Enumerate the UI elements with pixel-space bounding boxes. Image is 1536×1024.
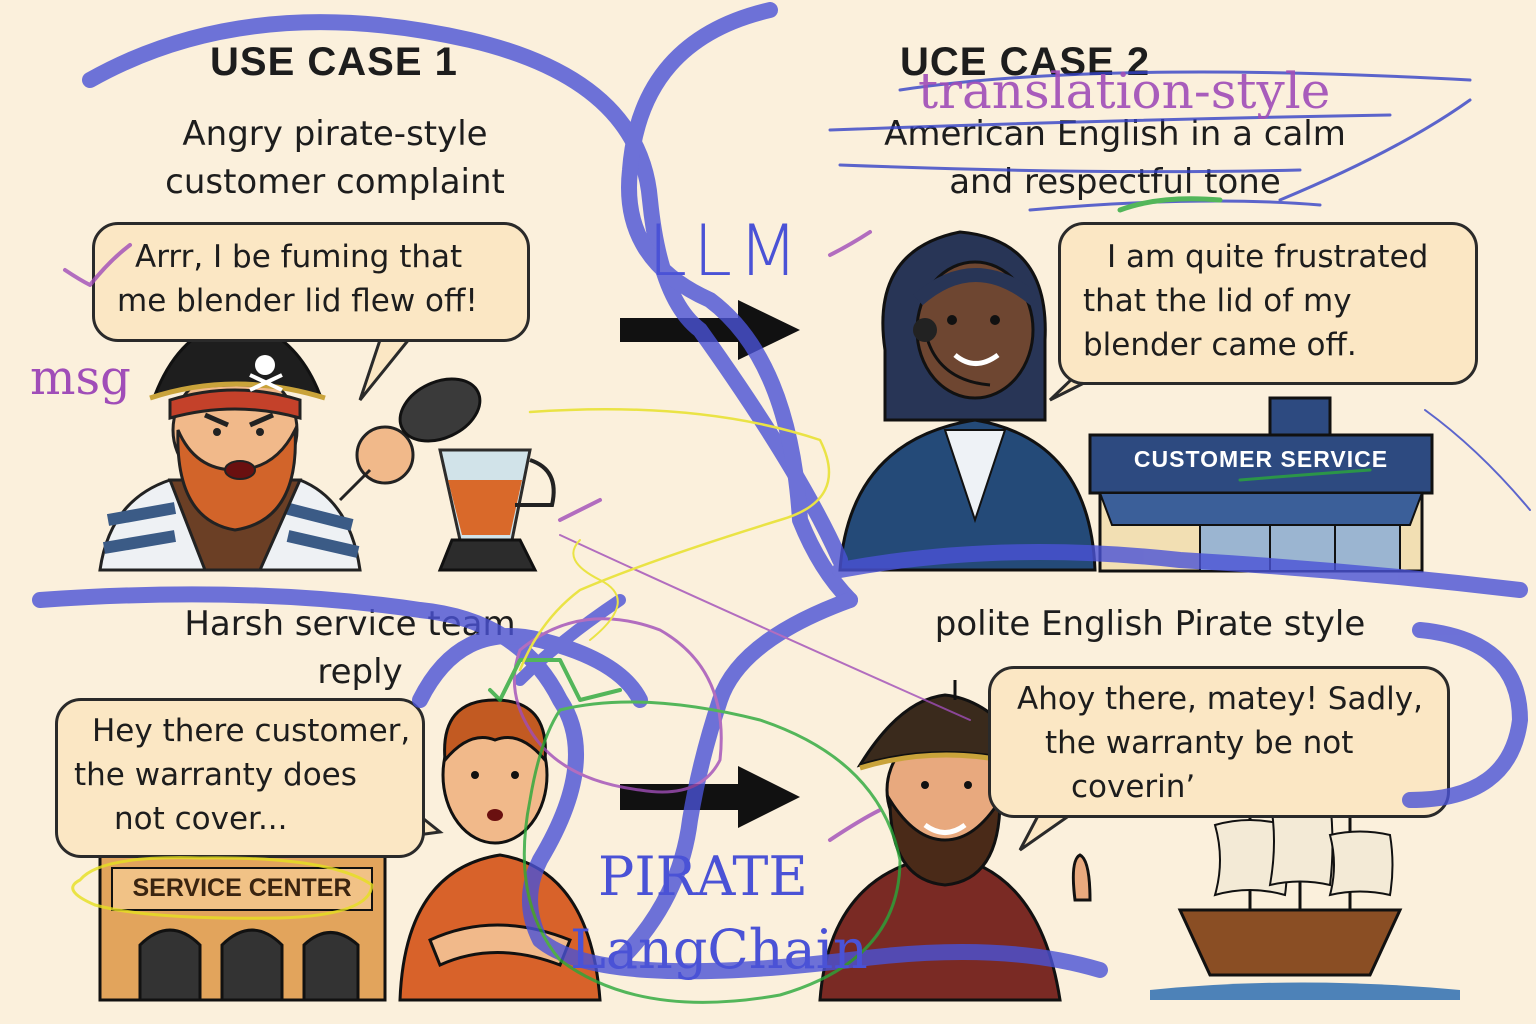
subtitle-line: Angry pirate-style [182, 114, 488, 154]
support-agent-illustration [838, 230, 1097, 572]
arrow-right-top [620, 300, 800, 360]
calm-complaint-bubble: I am quite frustrated that the lid of my… [1058, 222, 1478, 385]
bubble-line: the warranty be not [1045, 725, 1354, 761]
angry-pirate-illustration [98, 318, 415, 572]
ship-illustration [1150, 780, 1460, 1000]
subtitle-line: Harsh service team [184, 604, 516, 644]
harsh-reply-subtitle: Harsh service team reply [140, 600, 560, 696]
harsh-reply-bubble: Hey there customer, the warranty does no… [55, 698, 425, 858]
translation-style-note: translation-style [918, 62, 1331, 120]
arrow-right-bottom [620, 766, 800, 828]
bubble-line: coverin’ [1071, 769, 1196, 805]
polite-pirate-subtitle: polite English Pirate style [880, 600, 1420, 648]
subtitle-line: and respectful tone [949, 162, 1281, 202]
subtitle-line: customer complaint [165, 162, 505, 202]
subtitle-line: reply [317, 652, 403, 692]
use-case-1-heading: USE CASE 1 [210, 40, 458, 84]
blender-illustration [398, 377, 556, 572]
langchain-note: LangChain [570, 918, 868, 981]
use-case-2-subtitle: American English in a calm and respectfu… [835, 110, 1395, 206]
pirate-complaint-bubble: Arrr, I be fuming that me blender lid fl… [92, 222, 530, 342]
service-center-sign: SERVICE CENTER [132, 874, 352, 902]
bubble-line: Hey there customer, [92, 713, 411, 749]
bubble-line: me blender lid flew off! [117, 283, 478, 319]
customer-service-building [1088, 396, 1434, 573]
bubble-line: I am quite frustrated [1107, 239, 1429, 275]
pirate-note: PIRATE [598, 845, 808, 908]
bubble-tail [358, 337, 412, 401]
bubble-line: blender came off. [1083, 327, 1357, 363]
llm-note: LLM [648, 210, 805, 292]
bubble-line: Arrr, I be fuming that [135, 239, 463, 275]
customer-service-sign: CUSTOMER SERVICE [1133, 446, 1389, 472]
bubble-line: that the lid of my [1083, 283, 1352, 319]
msg-note: msg [30, 350, 131, 406]
bubble-line: Ahoy there, matey! Sadly, [1017, 681, 1423, 717]
subtitle-line: polite English Pirate style [934, 604, 1366, 644]
polite-pirate-bubble: Ahoy there, matey! Sadly, the warranty b… [988, 666, 1450, 818]
use-case-1-subtitle: Angry pirate-style customer complaint [110, 110, 560, 206]
bubble-line: the warranty does [74, 757, 357, 793]
bubble-line: not cover... [114, 801, 288, 837]
